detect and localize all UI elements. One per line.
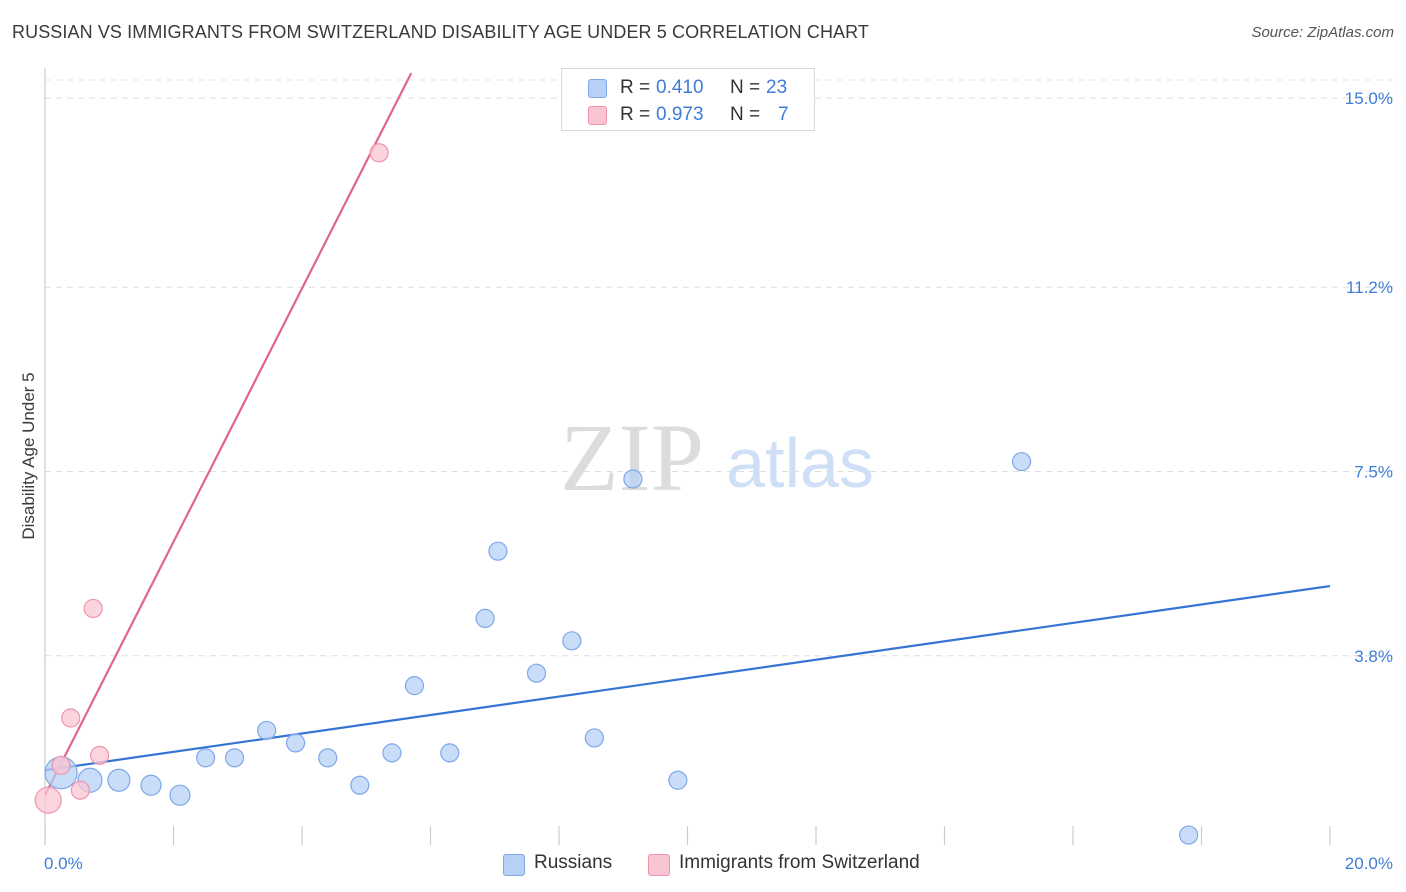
switzerland-point xyxy=(70,780,90,800)
switzerland-point xyxy=(61,708,81,728)
n-value: 7 xyxy=(778,104,789,125)
legend-swatch-switzerland xyxy=(588,106,607,125)
russians-point xyxy=(668,770,688,790)
switzerland-trend-line xyxy=(44,72,413,796)
russians-point xyxy=(169,784,191,806)
legend-swatch-switzerland xyxy=(648,854,670,876)
russians-point xyxy=(584,728,604,748)
y-tick-label: 11.2% xyxy=(1346,278,1393,297)
source-label: Source: ZipAtlas.com xyxy=(1251,24,1394,41)
russians-trend-line xyxy=(44,584,1331,772)
russians-point xyxy=(562,631,582,651)
r-value: 0.410 xyxy=(656,77,704,98)
n-value: 23 xyxy=(766,77,788,98)
russians-point xyxy=(404,676,425,696)
y-tick-label: 3.8% xyxy=(1354,647,1393,666)
series-legend: Russians Immigrants from Switzerland xyxy=(0,852,1406,878)
r-label: R = xyxy=(620,104,651,125)
switzerland-point xyxy=(369,143,389,163)
russians-point xyxy=(440,743,460,763)
correlation-legend: R = 0.410 N = 23 R = 0.973 N = 7 xyxy=(561,68,815,131)
russians-point xyxy=(488,541,508,561)
gridlines xyxy=(45,79,1395,657)
legend-swatch-russians xyxy=(503,854,525,876)
russians-point xyxy=(1179,825,1199,845)
y-tick-label: 15.0% xyxy=(1345,89,1393,108)
russians-point xyxy=(140,774,162,796)
switzerland-point xyxy=(90,745,110,765)
n-label: N = xyxy=(730,77,761,98)
watermark: ZIP atlas xyxy=(560,404,874,511)
russians-point xyxy=(196,748,216,768)
russians-point xyxy=(318,748,338,768)
y-tick-label: 7.5% xyxy=(1354,463,1393,482)
x-tick-label: 20.0% xyxy=(1345,854,1393,873)
chart-title: RUSSIAN VS IMMIGRANTS FROM SWITZERLAND D… xyxy=(12,22,870,42)
legend-swatch-russians xyxy=(588,79,607,98)
russians-point xyxy=(382,743,402,763)
switzerland-point xyxy=(51,755,71,775)
russians-point xyxy=(257,720,277,741)
russians-point xyxy=(475,608,495,629)
russians-point xyxy=(623,469,643,489)
watermark-atlas: atlas xyxy=(726,424,874,502)
russians-point xyxy=(526,663,547,683)
switzerland-point xyxy=(34,786,62,814)
n-label: N = xyxy=(730,104,761,125)
y-axis-label: Disability Age Under 5 xyxy=(19,372,38,539)
r-label: R = xyxy=(620,77,651,98)
data-points xyxy=(34,143,1199,845)
russians-point xyxy=(107,768,131,792)
legend-label-russians: Russians xyxy=(534,852,613,873)
russians-point xyxy=(224,748,245,768)
tick-labels: 3.8% 7.5% 11.2% 15.0% 0.0% 20.0% xyxy=(44,89,1393,873)
watermark-zip: ZIP xyxy=(560,404,704,511)
switzerland-point xyxy=(83,598,103,619)
x-tick-label: 0.0% xyxy=(44,854,83,873)
axes xyxy=(44,68,1331,845)
trend-lines xyxy=(44,72,1331,796)
russians-point xyxy=(285,733,306,753)
russians-point xyxy=(350,775,370,795)
legend-label-switzerland: Immigrants from Switzerland xyxy=(679,852,920,873)
russians-point xyxy=(1011,451,1032,472)
r-value: 0.973 xyxy=(656,104,704,125)
